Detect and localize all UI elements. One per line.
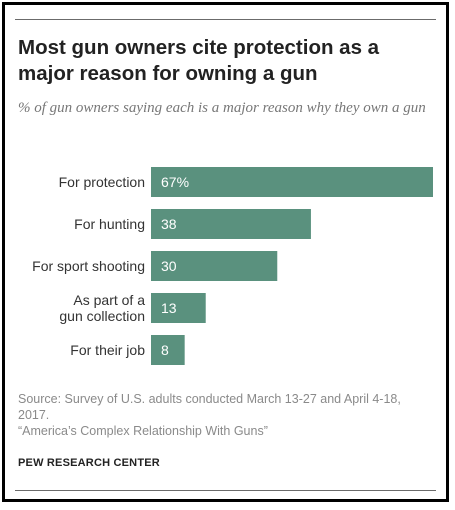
bar-4: [151, 335, 185, 365]
value-label-1: 38: [161, 216, 177, 232]
category-label-1: For hunting: [74, 216, 145, 232]
bar-0: [151, 167, 433, 197]
bar-chart: 67% For protection 38 For hunting 30 For spor…: [32, 167, 433, 365]
pew-logo: PEW RESEARCH CENTER: [18, 457, 160, 469]
category-label-3: As part of a gun collection: [59, 292, 145, 324]
bottom-rule: [15, 490, 436, 491]
bar-2: [151, 251, 278, 281]
category-label-0: For protection: [59, 174, 145, 190]
bar-1: [151, 209, 311, 239]
value-label-0: 67%: [161, 174, 189, 190]
category-label-4: For their job: [70, 342, 145, 358]
chart-title: Most gun owners cite protection as a maj…: [18, 36, 380, 85]
bar-3: [151, 293, 206, 323]
source-line-2: “America’s Complex Relationship With Gun…: [18, 424, 268, 438]
value-label-4: 8: [161, 342, 169, 358]
chart-subtitle: % of gun owners saying each is a major r…: [18, 100, 426, 116]
category-label-2: For sport shooting: [32, 258, 145, 274]
source-line-1: Source: Survey of U.S. adults conducted …: [18, 392, 401, 422]
chart-frame: Most gun owners cite protection as a maj…: [2, 2, 449, 502]
source-note: Source: Survey of U.S. adults conducted …: [18, 391, 433, 439]
top-rule: [15, 19, 436, 20]
value-label-3: 13: [161, 300, 177, 316]
value-label-2: 30: [161, 258, 177, 274]
